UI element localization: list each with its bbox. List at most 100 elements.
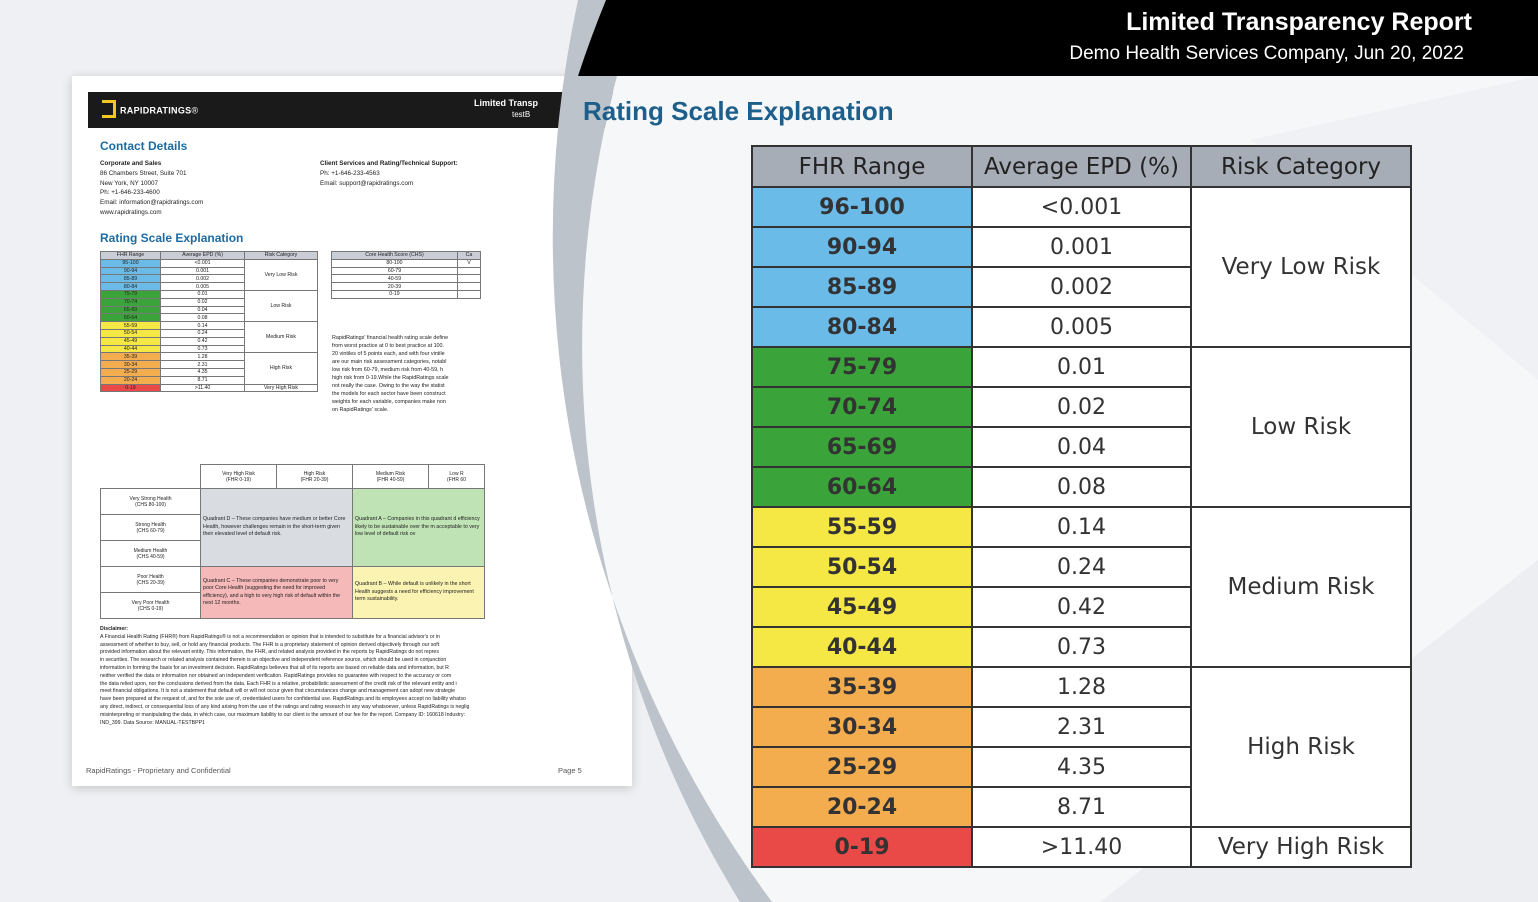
table-row: 85-89 0.002: [751, 266, 1411, 308]
fhr-range-cell: 25-29: [751, 746, 973, 788]
chs-category-cell: [456, 289, 482, 299]
thumbnail-chs-table: Core Health Score (CHS) Ca 80-100 V 60-79 40-…: [331, 251, 482, 299]
table-row: 0-19 >11.40 Very High Risk: [751, 826, 1412, 868]
average-epd-cell: 0.73: [971, 626, 1192, 668]
disclaimer-line: A Financial Health Rating (FHR®) from Ra…: [100, 633, 440, 640]
paragraph-line: RapidRatings' financial health rating sc…: [332, 335, 449, 341]
table-row: 80-84 0.005: [751, 306, 1411, 348]
disclaimer-line: in securities. The research or related a…: [100, 657, 447, 664]
fhr-range-cell: 75-79: [751, 346, 973, 388]
table-row: 35-39 1.28 High Risk: [751, 666, 1412, 828]
paragraph-line: not really the case. Owing to the way th…: [332, 383, 445, 389]
column-header-epd: Average EPD (%): [971, 145, 1192, 188]
thumbnail-header-title: Limited Transp: [474, 98, 539, 108]
mini-table-row: 0-19 >11.40 Very High Risk: [100, 383, 318, 393]
thumbnail-footer-right: Page 5: [558, 766, 582, 775]
mini-risk-cell: High Risk: [244, 352, 318, 385]
contact-line: Ph: +1-646-233-4563: [320, 169, 380, 177]
mini-risk-cell: Very Low Risk: [244, 258, 318, 291]
disclaimer-line: any direct, indirect, or consequential l…: [100, 703, 470, 710]
corporate-contact: Corporate and Sales 86 Chambers Street, S…: [100, 159, 203, 218]
fhr-range-cell: 40-44: [751, 626, 973, 668]
contact-line: 86 Chambers Street, Suite 701: [100, 169, 187, 177]
quad-row-header: Medium Health (CHS 40-59): [100, 540, 201, 567]
fhr-range-cell: 45-49: [751, 586, 973, 628]
paragraph-line: weights for each variable, companies mak…: [332, 399, 446, 405]
fhr-range-cell: 60-64: [751, 466, 973, 508]
average-epd-cell: 0.002: [971, 266, 1192, 308]
header-bar: [578, 0, 1538, 76]
fhr-range-cell: 65-69: [751, 426, 973, 468]
average-epd-cell: >11.40: [971, 826, 1192, 868]
thumbnail-header: RAPIDRATINGS® Limited Transp testB: [88, 92, 618, 128]
average-epd-cell: 0.02: [971, 386, 1192, 428]
fhr-range-cell: 70-74: [751, 386, 973, 428]
paragraph-line: 20 vintiles of 5 points each, and with f…: [332, 351, 445, 357]
disclaimer-line: the data relied upon, nor the conclusion…: [100, 680, 457, 687]
chs-row: 0-19: [331, 289, 482, 299]
disclaimer-line: neither verified the data or information…: [100, 672, 452, 679]
report-subtitle: Demo Health Services Company, Jun 20, 20…: [1069, 43, 1464, 64]
average-epd-cell: 0.001: [971, 226, 1192, 268]
disclaimer-title: Disclaimer:: [100, 626, 128, 632]
contact-line: Email: information@rapidratings.com: [100, 199, 204, 207]
average-epd-cell: 0.42: [971, 586, 1192, 628]
table-row: 90-94 0.001: [751, 226, 1411, 268]
average-epd-cell: 0.01: [971, 346, 1192, 388]
table-row: 75-79 0.01 Low Risk: [751, 346, 1412, 508]
mini-table-row: 95-100 <0.001 Very Low Risk: [100, 258, 318, 291]
average-epd-cell: 4.35: [971, 746, 1192, 788]
section-title: Rating Scale Explanation: [583, 96, 894, 126]
disclaimer-line: information in forming the basis for an …: [100, 664, 449, 671]
paragraph-line: high risk from 0-19.While the RapidRatin…: [332, 375, 449, 381]
risk-category-cell: Low Risk: [1190, 346, 1412, 508]
rating-scale-table: FHR Range Average EPD (%) Risk Category …: [751, 145, 1412, 868]
table-row: 96-100 <0.001 Very Low Risk: [751, 186, 1412, 348]
average-epd-cell: 0.04: [971, 426, 1192, 468]
mini-table-row: 75-79 0.01 Low Risk: [100, 289, 318, 323]
average-epd-cell: 0.005: [971, 306, 1192, 348]
rating-scale-paragraph: RapidRatings' financial health rating sc…: [332, 334, 449, 414]
quad-row: Very Strong Health (CHS 80-100) Quadrant …: [100, 488, 485, 567]
disclaimer-line: misinterpreting or manipulating the data…: [100, 711, 466, 718]
table-row: 70-74 0.02: [751, 386, 1411, 428]
table-row: 65-69 0.04: [751, 426, 1411, 468]
paragraph-line: are our main risk assessment categories,…: [332, 359, 447, 365]
thumbnail-footer-left: RapidRatings - Proprietary and Confident…: [86, 766, 231, 775]
table-row: 40-44 0.73: [751, 626, 1411, 668]
table-header-row: FHR Range Average EPD (%) Risk Category: [751, 145, 1412, 188]
fhr-range-cell: 90-94: [751, 226, 973, 268]
document-thumbnail: RAPIDRATINGS® Limited Transp testB Conta…: [72, 76, 632, 786]
contact-line: Ph: +1-646-233-4600: [100, 189, 160, 197]
risk-category-cell: Very Low Risk: [1190, 186, 1412, 348]
fhr-range-cell: 0-19: [751, 826, 973, 868]
table-row: 45-49 0.42: [751, 586, 1411, 628]
table-row: 60-64 0.08: [751, 466, 1411, 508]
paragraph-line: low risk from 60-79, medium risk from 40…: [332, 367, 444, 373]
thumbnail-header-sub: testB: [512, 110, 531, 119]
risk-category-cell: Very High Risk: [1190, 826, 1412, 868]
thumbnail-rating-table: FHR Range Average EPD (%) Risk Category 95-…: [100, 251, 318, 393]
column-header-fhr: FHR Range: [751, 145, 973, 188]
fhr-range-cell: 55-59: [751, 506, 973, 548]
quadrant-b-cell: Quadrant B – While default is unlikely i…: [352, 566, 485, 619]
fhr-range-cell: 50-54: [751, 546, 973, 588]
paragraph-line: on RapidRatings' scale.: [332, 407, 389, 413]
quadrant-grid: Very High Risk (FHR 0-19) High Risk (FHR …: [100, 464, 485, 619]
average-epd-cell: 2.31: [971, 706, 1192, 748]
table-row: 50-54 0.24: [751, 546, 1411, 588]
fhr-range-cell: 20-24: [751, 786, 973, 828]
contact-line: www.rapidratings.com: [100, 208, 162, 216]
column-header-risk: Risk Category: [1190, 145, 1412, 188]
fhr-range-cell: 96-100: [751, 186, 973, 228]
fhr-range-cell: 80-84: [751, 306, 973, 348]
fhr-range-cell: 35-39: [751, 666, 973, 708]
disclaimer-line: IND_399. Data Source: MANUAL-TESTBPP1: [100, 719, 205, 726]
logo-mark-icon: [102, 100, 116, 118]
quad-row: Poor Health (CHS 20-39) Quadrant C – Thes…: [100, 566, 485, 619]
quadrant-c-cell: Quadrant C – These companies demonstrate…: [200, 566, 353, 619]
contact-details-title: Contact Details: [100, 139, 188, 153]
report-title: Limited Transparency Report: [1126, 8, 1472, 36]
table-row: 25-29 4.35: [751, 746, 1411, 788]
disclaimer: Disclaimer: A Financial Health Rating (FH…: [100, 626, 469, 727]
